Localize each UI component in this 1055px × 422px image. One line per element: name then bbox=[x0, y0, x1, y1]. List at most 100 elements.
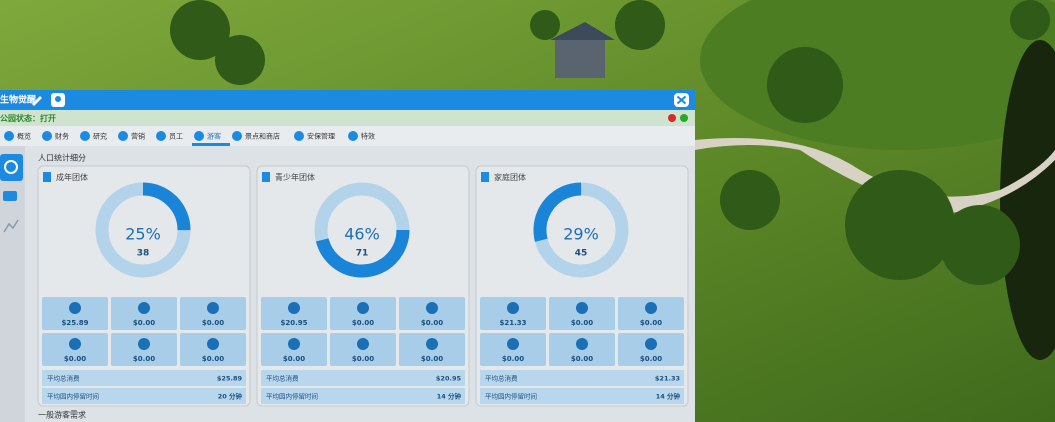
tile-icon bbox=[138, 302, 150, 314]
group-icon bbox=[43, 172, 51, 182]
tile-icon bbox=[288, 338, 300, 350]
tab-icon[interactable] bbox=[194, 131, 204, 141]
stat-row bbox=[261, 388, 465, 404]
percent-label: 29% bbox=[563, 225, 599, 244]
tile-icon bbox=[507, 302, 519, 314]
tile-value: $0.00 bbox=[571, 355, 593, 363]
stat-label: 平均园内停留时间 bbox=[266, 392, 318, 401]
stat-value: $21.33 bbox=[655, 375, 680, 383]
stat-label: 平均园内停留时间 bbox=[485, 392, 537, 401]
tile-value: $0.00 bbox=[64, 355, 86, 363]
stat-value: 20 分钟 bbox=[218, 392, 243, 401]
status-red[interactable] bbox=[668, 114, 676, 122]
tab-label[interactable]: 安保管理 bbox=[307, 132, 335, 141]
tile-icon bbox=[69, 338, 81, 350]
visitor-count: 71 bbox=[356, 249, 369, 259]
groups: 成年团体 25% 38 $25.89 $0.00 $0.00 $0.00 $0.00 $0.00… bbox=[37, 165, 689, 407]
stat-label: 平均园内停留时间 bbox=[47, 392, 99, 401]
tile-value: $0.00 bbox=[640, 319, 662, 327]
sidebar-info[interactable] bbox=[0, 154, 23, 181]
shadow bbox=[1000, 40, 1055, 360]
tab-label[interactable]: 员工 bbox=[169, 133, 183, 141]
tile-icon bbox=[426, 338, 438, 350]
percent-label: 46% bbox=[344, 225, 380, 244]
section-title: 人口统计细分 bbox=[38, 153, 86, 163]
stat-row bbox=[480, 370, 684, 386]
tile-value: $25.89 bbox=[61, 319, 88, 327]
tile-value: $20.95 bbox=[280, 319, 307, 327]
tile-icon bbox=[426, 302, 438, 314]
stat-row bbox=[480, 388, 684, 404]
tab-label[interactable]: 财务 bbox=[55, 132, 69, 141]
tile-value: $0.00 bbox=[421, 319, 443, 327]
percent-label: 25% bbox=[125, 225, 161, 244]
sidebar bbox=[0, 146, 25, 422]
locate-icon bbox=[55, 96, 61, 102]
tile-icon bbox=[507, 338, 519, 350]
tab-icon[interactable] bbox=[42, 131, 52, 141]
donut-arc bbox=[95, 182, 191, 278]
group-icon bbox=[262, 172, 270, 182]
visitor-count: 45 bbox=[575, 249, 588, 259]
donut-arc bbox=[314, 182, 410, 278]
close-icon bbox=[676, 95, 687, 105]
tab-label[interactable]: 特效 bbox=[361, 132, 375, 141]
status-bar bbox=[0, 110, 695, 126]
tile-value: $0.00 bbox=[421, 355, 443, 363]
tile-icon bbox=[207, 302, 219, 314]
tab-icon[interactable] bbox=[156, 131, 166, 141]
group-name: 家庭团体 bbox=[494, 172, 526, 182]
info-icon bbox=[4, 160, 18, 174]
title-bar bbox=[0, 90, 695, 110]
tile-icon bbox=[645, 338, 657, 350]
tab-label[interactable]: 概览 bbox=[17, 132, 31, 141]
tile-value: $0.00 bbox=[202, 319, 224, 327]
stat-row bbox=[261, 370, 465, 386]
tile-value: $0.00 bbox=[571, 319, 593, 327]
tile-icon bbox=[645, 302, 657, 314]
stat-label: 平均总消费 bbox=[266, 374, 299, 383]
building bbox=[555, 38, 605, 78]
stat-row bbox=[42, 388, 246, 404]
visitor-count: 38 bbox=[137, 249, 150, 259]
trees bbox=[170, 0, 1050, 285]
status-green[interactable] bbox=[680, 114, 688, 122]
tab-icon[interactable] bbox=[80, 131, 90, 141]
tab-label[interactable]: 游客 bbox=[207, 132, 221, 141]
tabs: 概览 财务 研究 营销 员工 游客 景点和商店 安保管理 特效 bbox=[4, 131, 375, 146]
stat-value: 14 分钟 bbox=[437, 392, 462, 401]
window-title: 生物觉醒 bbox=[0, 94, 36, 106]
stat-value: 14 分钟 bbox=[656, 392, 681, 401]
park-status: 公园状态：打开 bbox=[0, 113, 56, 123]
tile-icon bbox=[576, 302, 588, 314]
tab-label[interactable]: 研究 bbox=[93, 132, 107, 141]
donut-arc bbox=[533, 182, 629, 278]
tab-icon[interactable] bbox=[348, 131, 358, 141]
stat-value: $20.95 bbox=[436, 375, 462, 383]
tile-icon bbox=[207, 338, 219, 350]
tile-value: $0.00 bbox=[640, 355, 662, 363]
tab-label[interactable]: 景点和商店 bbox=[245, 132, 280, 141]
tile-value: $0.00 bbox=[283, 355, 305, 363]
tile-value: $0.00 bbox=[352, 319, 374, 327]
edit-icon[interactable] bbox=[32, 96, 42, 106]
tile-icon bbox=[357, 338, 369, 350]
tab-icon[interactable] bbox=[118, 131, 128, 141]
stat-label: 平均总消费 bbox=[485, 374, 518, 383]
tile-value: $0.00 bbox=[502, 355, 524, 363]
tile-value: $0.00 bbox=[133, 355, 155, 363]
tile-icon bbox=[138, 338, 150, 350]
tab-icon[interactable] bbox=[4, 131, 14, 141]
stat-label: 平均总消费 bbox=[47, 374, 80, 383]
sidebar-chat[interactable] bbox=[3, 191, 17, 201]
tab-icon[interactable] bbox=[294, 131, 304, 141]
footer-title: 一般游客需求 bbox=[38, 410, 86, 420]
tile-value: $0.00 bbox=[352, 355, 374, 363]
tile-icon bbox=[288, 302, 300, 314]
tile-value: $21.33 bbox=[499, 319, 526, 327]
tab-icon[interactable] bbox=[232, 131, 242, 141]
sidebar-graph[interactable] bbox=[3, 219, 19, 233]
tab-label[interactable]: 营销 bbox=[131, 132, 145, 141]
